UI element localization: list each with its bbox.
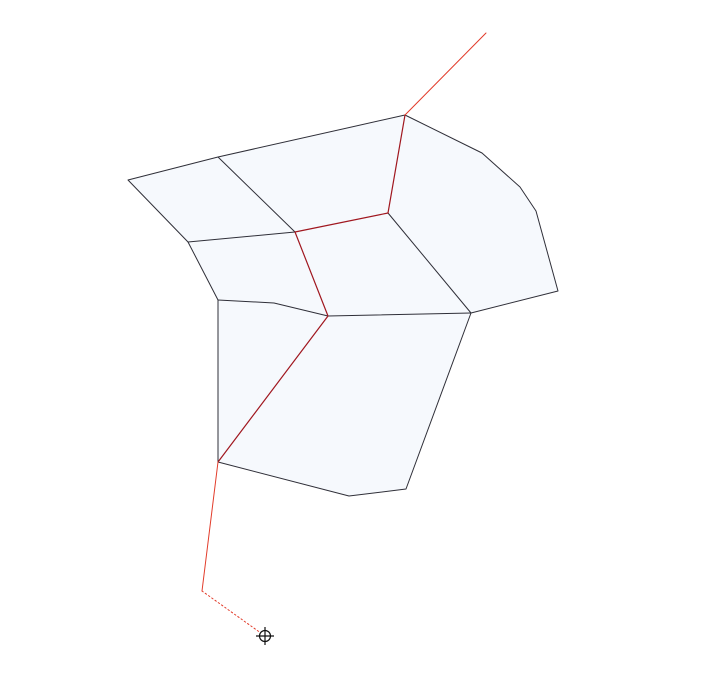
edge-center-right-diagonal: [387, 212, 472, 314]
edge-center-horizontal: [327, 312, 472, 317]
crosshair-target-icon[interactable]: [256, 627, 274, 645]
mesh-region[interactable]: [127, 114, 559, 497]
upper-exit-ray: [404, 32, 487, 116]
edge-top-left-divider: [217, 156, 296, 233]
cursor-guide-line: [201, 590, 266, 637]
highlighted-route: [217, 114, 406, 463]
lower-exit-ray: [201, 461, 219, 592]
edge-left-middle-connector: [217, 299, 329, 317]
edge-left-cell-separator: [187, 231, 296, 243]
